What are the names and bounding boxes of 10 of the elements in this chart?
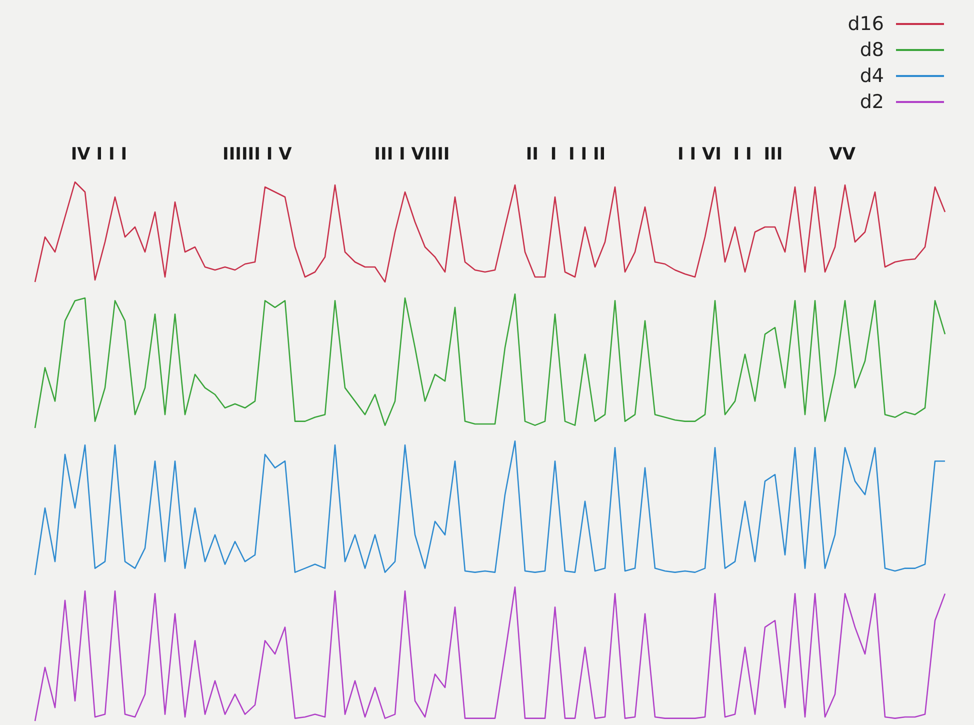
text: II I I I II — [526, 144, 606, 164]
legend-label: d8 — [860, 39, 884, 61]
text: I I VI I I III — [678, 144, 783, 164]
text: IIIIII I V — [222, 144, 293, 164]
text: III I VIIII — [374, 144, 450, 164]
text: IV I I I — [70, 144, 128, 164]
legend-label: d16 — [848, 13, 884, 35]
text: VV — [829, 144, 856, 164]
legend-label: d4 — [860, 65, 884, 87]
legend-label: d2 — [860, 91, 884, 113]
